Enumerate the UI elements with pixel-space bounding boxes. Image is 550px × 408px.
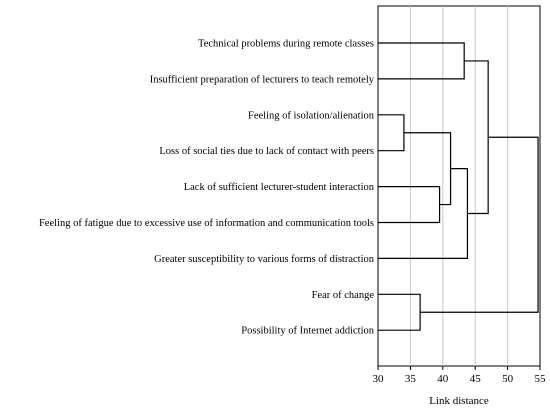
tick-label-1: 35: [405, 373, 417, 385]
dendrogram-links: [378, 42, 539, 331]
leaf-label-4: Lack of sufficient lecturer-student inte…: [184, 182, 375, 193]
tick-label-3: 45: [470, 373, 482, 385]
x-axis-title: Link distance: [429, 395, 489, 407]
tick-label-4: 50: [502, 373, 514, 385]
tick-label-2: 40: [437, 373, 449, 385]
leaf-label-3: Loss of social ties due to lack of conta…: [159, 146, 374, 157]
leaf-label-2: Feeling of isolation/alienation: [248, 110, 375, 121]
leaf-label-7: Fear of change: [312, 290, 375, 301]
leaf-label-0: Technical problems during remote classes: [198, 39, 374, 50]
leaf-label-1: Insufficient preparation of lecturers to…: [150, 74, 375, 85]
tick-label-0: 30: [373, 373, 385, 385]
tick-label-5: 55: [535, 373, 547, 385]
leaf-label-6: Greater susceptibility to various forms …: [154, 254, 375, 265]
leaf-label-5: Feeling of fatigue due to excessive use …: [39, 218, 374, 229]
leaf-label-8: Possibility of Internet addiction: [241, 326, 374, 337]
leaf-labels: Technical problems during remote classes…: [39, 39, 375, 337]
x-axis-ticks: 30 35 40 45 50 55: [373, 366, 547, 385]
link-7: [420, 136, 539, 313]
